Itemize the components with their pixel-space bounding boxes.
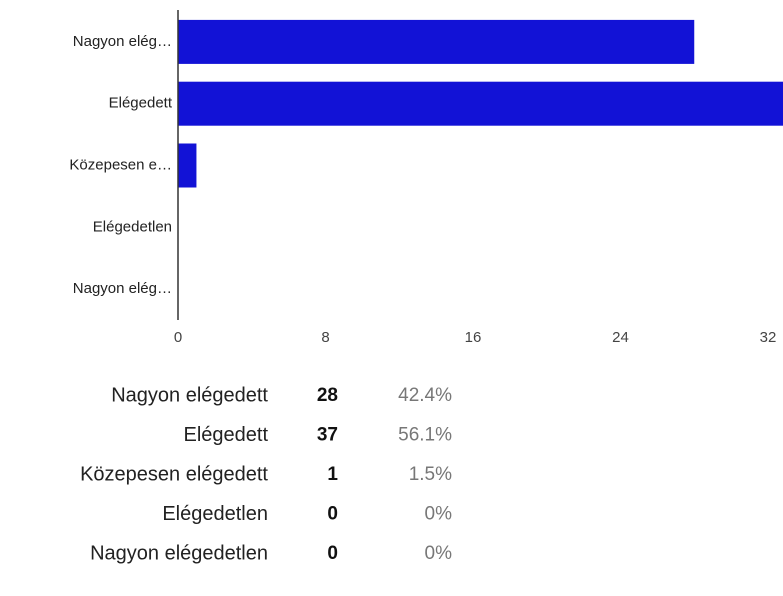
x-tick-label: 0	[174, 329, 182, 346]
row-percent: 1.5%	[409, 464, 452, 485]
y-tick-label: Nagyon elég…	[73, 280, 172, 297]
row-count: 0	[327, 504, 338, 525]
row-percent: 42.4%	[398, 385, 452, 406]
row-count: 37	[317, 425, 338, 446]
y-tick-label: Elégedett	[109, 95, 173, 112]
row-count: 0	[327, 543, 338, 564]
row-percent: 0%	[425, 543, 453, 564]
x-tick-label: 16	[465, 329, 482, 346]
y-tick-label: Nagyon elég…	[73, 33, 172, 50]
row-percent: 0%	[425, 504, 453, 525]
bar	[178, 143, 197, 188]
row-name: Nagyon elégedetlen	[90, 542, 268, 564]
bar	[178, 81, 783, 126]
row-name: Elégedetlen	[162, 503, 268, 525]
row-count: 28	[317, 385, 338, 406]
row-name: Közepesen elégedett	[80, 463, 268, 485]
x-tick-label: 8	[321, 329, 329, 346]
y-tick-label: Elégedetlen	[93, 218, 172, 235]
x-tick-label: 32	[760, 329, 777, 346]
row-name: Elégedett	[183, 424, 268, 446]
row-name: Nagyon elégedett	[111, 384, 268, 406]
y-tick-label: Közepesen e…	[69, 156, 172, 173]
bar	[178, 19, 695, 64]
row-percent: 56.1%	[398, 425, 452, 446]
x-tick-label: 24	[612, 329, 629, 346]
row-count: 1	[327, 464, 338, 485]
